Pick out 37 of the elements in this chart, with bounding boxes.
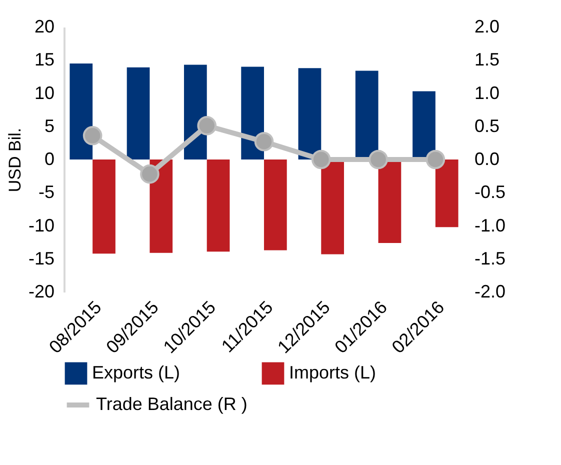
y2-tick-label: 0.0	[474, 149, 500, 169]
y-tick-label: -10	[28, 215, 54, 236]
y2-tick-label: -0.5	[474, 182, 506, 202]
point	[368, 150, 388, 170]
legend-label: Imports (L)	[289, 362, 376, 382]
legend-label: Exports (L)	[92, 362, 180, 382]
point	[197, 116, 217, 136]
y-tick-label: -5	[38, 182, 54, 202]
y2-tick-label: 1.5	[474, 50, 500, 70]
point	[426, 150, 446, 170]
bar	[206, 160, 230, 252]
y2-tick-label: -1.0	[474, 215, 506, 236]
bar	[70, 63, 93, 160]
bar	[264, 160, 287, 250]
y-tick-label: 5	[44, 116, 54, 136]
bar	[150, 160, 173, 253]
y-tick-label: -20	[28, 282, 54, 302]
bar	[435, 160, 458, 228]
point	[311, 150, 331, 170]
y-tick-label: 0	[44, 149, 54, 169]
y2-tick-label: -1.5	[474, 248, 506, 268]
y2-tick-label: 2.0	[474, 16, 500, 36]
y2-tick-label: 0.5	[474, 116, 500, 136]
bar	[298, 68, 322, 160]
point	[140, 164, 160, 184]
legend-label: Trade Balance (R )	[96, 394, 248, 414]
y2-tick-label: -2.0	[474, 282, 506, 302]
y2-tick-label: 1.0	[474, 82, 500, 103]
y-tick-label: 15	[34, 50, 54, 70]
y-tick-label: 10	[34, 82, 54, 103]
point	[82, 126, 102, 146]
bar	[92, 160, 116, 254]
point	[254, 132, 274, 152]
y-tick-label: -15	[28, 248, 54, 268]
y-tick-label: 20	[34, 16, 54, 36]
bar	[126, 67, 150, 160]
y-axis-title: USD Bil.	[5, 128, 24, 192]
